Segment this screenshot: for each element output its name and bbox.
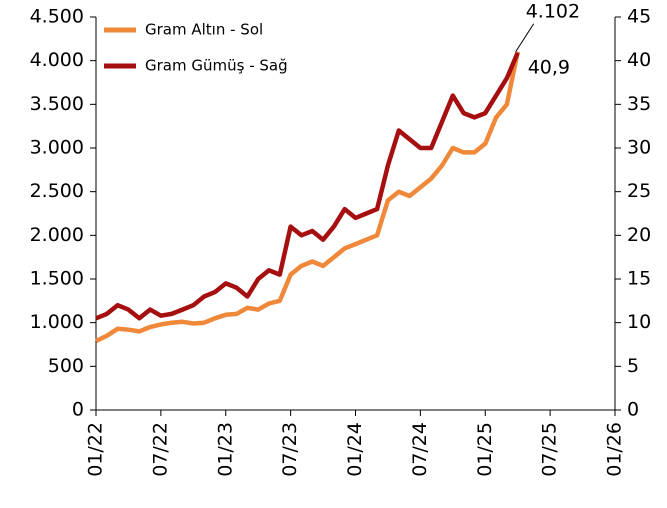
y2-tick-label: 25 bbox=[627, 180, 651, 202]
y-tick-label: 4.500 bbox=[30, 6, 84, 28]
legend-label: Gram Altın - Sol bbox=[145, 21, 263, 39]
x-tick-label: 01/25 bbox=[474, 422, 496, 477]
x-tick-label: 07/23 bbox=[279, 422, 301, 477]
y2-tick-label: 20 bbox=[627, 224, 651, 246]
x-tick-label: 07/22 bbox=[149, 422, 171, 477]
y-tick-label: 2.000 bbox=[30, 224, 84, 246]
x-tick-label: 01/22 bbox=[85, 422, 107, 477]
x-tick-label: 07/25 bbox=[539, 422, 561, 477]
value-label: 4.102 bbox=[526, 0, 580, 22]
series-line bbox=[95, 51, 520, 344]
y-tick-label: 4.000 bbox=[30, 49, 84, 71]
y-tick-label: 3.500 bbox=[30, 93, 84, 115]
y-tick-label: 1.500 bbox=[30, 268, 84, 290]
y2-tick-label: 35 bbox=[627, 93, 651, 115]
y2-tick-label: 30 bbox=[627, 137, 651, 159]
y-tick-label: 500 bbox=[48, 355, 84, 377]
y-tick-label: 0 bbox=[72, 399, 84, 421]
x-tick-label: 01/23 bbox=[214, 422, 236, 477]
y2-tick-label: 40 bbox=[627, 49, 651, 71]
legend-label: Gram Gümüş - Sağ bbox=[145, 57, 288, 75]
y2-tick-label: 15 bbox=[627, 268, 651, 290]
y-tick-label: 1.000 bbox=[30, 311, 84, 333]
x-tick-label: 01/26 bbox=[604, 422, 626, 477]
y2-tick-label: 45 bbox=[627, 6, 651, 28]
y2-tick-label: 0 bbox=[627, 399, 639, 421]
x-tick-label: 01/24 bbox=[344, 422, 366, 477]
value-label: 40,9 bbox=[528, 56, 570, 78]
label-leader bbox=[515, 23, 535, 53]
x-tick-label: 07/24 bbox=[409, 422, 431, 477]
y-tick-label: 2.500 bbox=[30, 180, 84, 202]
y2-tick-label: 5 bbox=[627, 355, 639, 377]
y2-tick-label: 10 bbox=[627, 311, 651, 333]
series-line bbox=[95, 51, 520, 321]
y-tick-label: 3.000 bbox=[30, 137, 84, 159]
